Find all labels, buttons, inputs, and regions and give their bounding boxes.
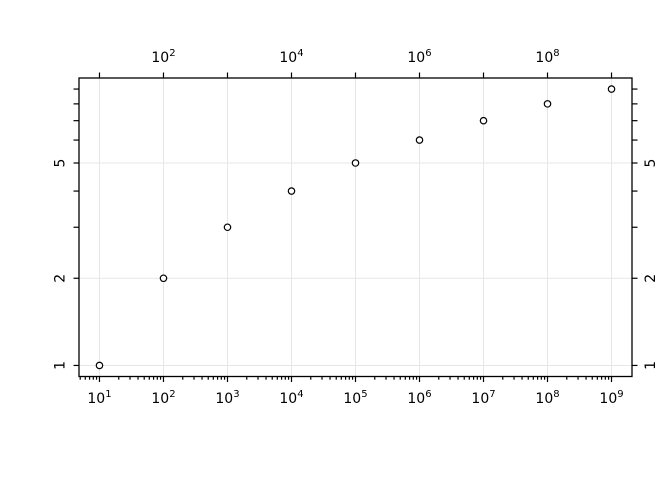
- data-points: [95, 85, 616, 370]
- data-point: [351, 159, 360, 167]
- gridlines: [79, 78, 632, 377]
- tick-labels: 101 102 103 104 105 106 107 108 109 102 104 106 108 1…: [53, 48, 660, 407]
- right-axis-tick-label: 2: [643, 274, 659, 283]
- x-axis-tick-label: 105: [343, 389, 367, 407]
- data-point: [543, 100, 552, 108]
- top-axis-tick-label: 102: [151, 48, 175, 66]
- x-axis-tick-label: 106: [407, 389, 431, 407]
- x-axis-tick-label: 103: [215, 389, 239, 407]
- data-point: [95, 361, 104, 370]
- x-axis-tick-label: 104: [279, 389, 303, 407]
- y-axis-tick-label: 2: [53, 274, 69, 283]
- data-point: [415, 136, 424, 144]
- x-axis-tick-label: 101: [87, 389, 111, 407]
- y-axis-tick-label: 5: [53, 159, 69, 168]
- y-axis-tick-label: 1: [53, 361, 69, 370]
- data-point: [223, 223, 232, 232]
- top-axis-tick-label: 108: [535, 48, 559, 66]
- x-axis-tick-label: 108: [535, 389, 559, 407]
- right-axis-tick-label: 5: [643, 159, 659, 168]
- top-axis-tick-label: 106: [407, 48, 431, 66]
- x-axis-tick-label: 107: [471, 389, 495, 407]
- data-point: [159, 274, 168, 283]
- x-axis-tick-label: 109: [599, 389, 623, 407]
- data-point: [607, 85, 616, 93]
- right-axis-tick-label: 1: [643, 361, 659, 370]
- data-point: [287, 187, 296, 195]
- top-axis-tick-label: 104: [279, 48, 303, 66]
- plot-frame: [78, 77, 633, 378]
- x-axis-tick-label: 102: [151, 389, 175, 407]
- data-point: [479, 116, 488, 125]
